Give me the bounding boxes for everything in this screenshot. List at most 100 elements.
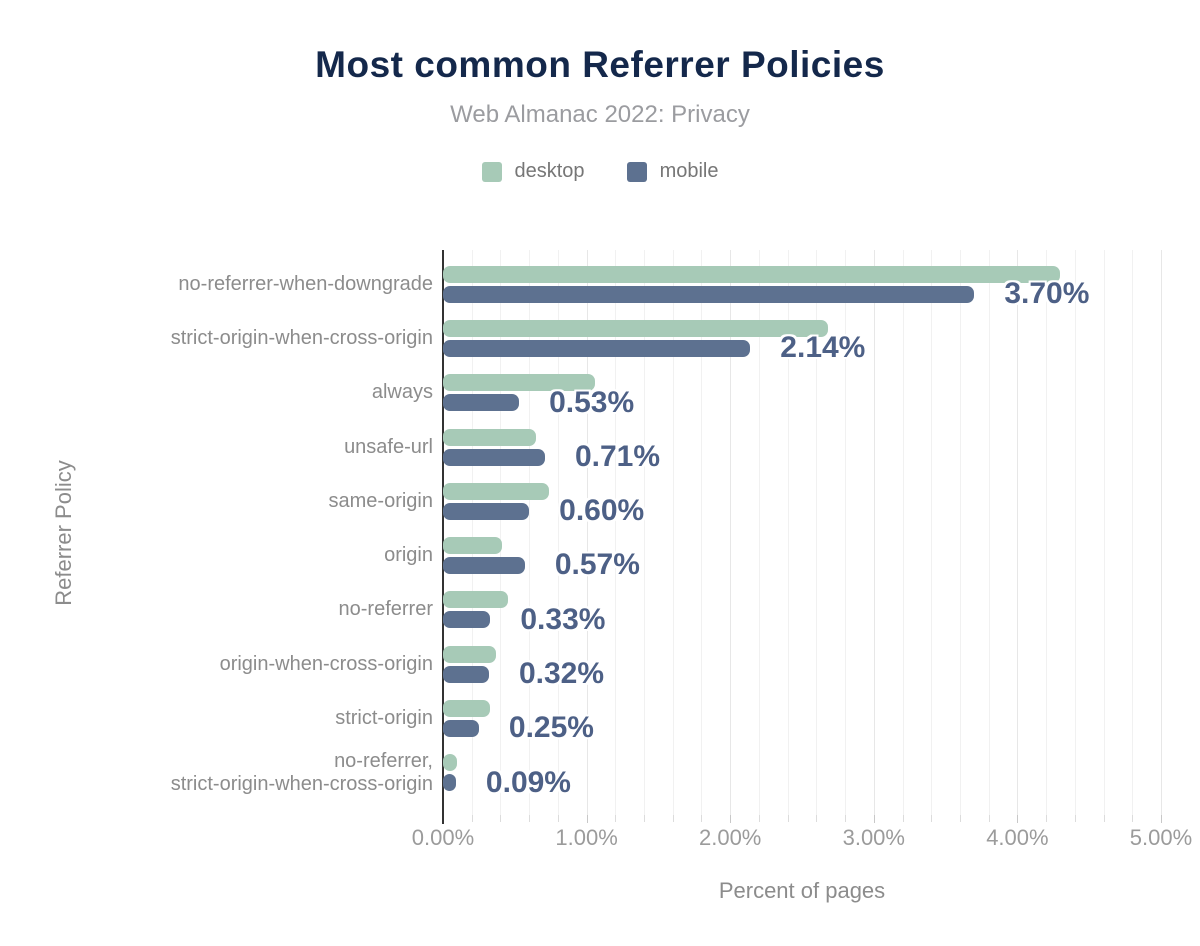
- bar-row: 3.70%: [443, 257, 1161, 311]
- x-tick: [1161, 815, 1162, 823]
- bar-rows: 3.70% 2.14% 0.53% 0.71% 0.60% 0.57% 0.33% 0.32%…: [443, 250, 1161, 815]
- x-tick: [988, 815, 990, 822]
- bar-row: 0.60%: [443, 474, 1161, 528]
- x-tick: [1074, 815, 1076, 822]
- gridline: [816, 250, 818, 815]
- gridline: [672, 250, 674, 815]
- desktop-bar[interactable]: [443, 754, 458, 772]
- mobile-bar[interactable]: [443, 774, 456, 792]
- bar-row: 0.32%: [443, 637, 1161, 691]
- bar-row: 0.57%: [443, 528, 1161, 582]
- category-label: strict-origin-when-cross-origin: [170, 326, 433, 349]
- category-label: no-referrer, strict-origin-when-cross-or…: [170, 749, 433, 795]
- x-tick: [586, 815, 588, 823]
- x-tick: [730, 815, 732, 823]
- value-label: 0.57%: [554, 548, 640, 582]
- legend-label-desktop: desktop: [514, 160, 585, 182]
- bar-row: 0.09%: [443, 746, 1161, 800]
- gridline: [787, 250, 789, 815]
- x-tick: [557, 815, 559, 822]
- bar-row: 0.33%: [443, 583, 1161, 637]
- gridline: [845, 250, 847, 815]
- gridline: [1046, 250, 1048, 815]
- x-tick: [1017, 815, 1019, 823]
- desktop-bar[interactable]: [443, 265, 1061, 283]
- x-tick: [1132, 815, 1134, 822]
- mobile-bar[interactable]: [443, 394, 520, 412]
- desktop-bar[interactable]: [443, 319, 828, 337]
- x-tick: [500, 815, 502, 822]
- x-tick-label: 4.00%: [986, 825, 1049, 850]
- value-label: 0.09%: [485, 765, 571, 799]
- desktop-bar[interactable]: [443, 482, 550, 500]
- gridline: [701, 250, 703, 815]
- desktop-bar[interactable]: [443, 591, 508, 609]
- desktop-bar[interactable]: [443, 700, 491, 718]
- x-tick: [529, 815, 531, 822]
- gridline: [644, 250, 646, 815]
- legend: desktop mobile: [0, 160, 1200, 183]
- x-tick-label: 5.00%: [1129, 825, 1193, 850]
- x-tick: [1103, 815, 1105, 822]
- value-label: 0.32%: [518, 657, 605, 691]
- desktop-swatch-icon: [481, 161, 502, 182]
- gridline: [758, 250, 760, 815]
- mobile-swatch-icon: [626, 161, 647, 182]
- mobile-bar[interactable]: [443, 448, 545, 466]
- category-labels: no-referrer-when-downgrade strict-origin-…: [0, 250, 433, 800]
- gridline: [988, 250, 990, 815]
- x-tick: [442, 815, 444, 824]
- category-label: unsafe-url: [344, 435, 433, 458]
- desktop-bar[interactable]: [443, 645, 497, 663]
- chart-subtitle: Web Almanac 2022: Privacy: [450, 101, 750, 128]
- gridline: [902, 250, 904, 815]
- category-label: no-referrer: [338, 598, 433, 621]
- bar-row: 0.71%: [443, 420, 1161, 474]
- desktop-bar[interactable]: [443, 374, 596, 392]
- x-tick-label: 3.00%: [842, 825, 905, 850]
- gridline: [529, 250, 531, 815]
- gridline: [931, 250, 933, 815]
- x-tick: [701, 815, 703, 822]
- y-axis-line: [442, 250, 444, 823]
- legend-item-desktop[interactable]: desktop: [481, 160, 585, 183]
- gridline: [873, 250, 875, 815]
- x-tick: [471, 815, 473, 822]
- mobile-bar[interactable]: [443, 720, 479, 738]
- mobile-bar[interactable]: [443, 557, 525, 575]
- mobile-bar[interactable]: [443, 285, 975, 303]
- gridline: [730, 250, 732, 815]
- gridline: [1132, 250, 1134, 815]
- plot-area: 3.70% 2.14% 0.53% 0.71% 0.60% 0.57% 0.33% 0.32%…: [442, 250, 1162, 823]
- value-label: 0.25%: [508, 711, 594, 745]
- x-tick: [644, 815, 646, 822]
- chart-title: Most common Referrer Policies: [315, 44, 885, 85]
- x-tick: [931, 815, 933, 822]
- legend-item-mobile[interactable]: mobile: [626, 160, 719, 183]
- mobile-bar[interactable]: [443, 339, 751, 357]
- legend-label-mobile: mobile: [659, 160, 719, 182]
- category-label: always: [371, 381, 433, 404]
- gridline: [557, 250, 559, 815]
- x-tick: [1046, 815, 1048, 822]
- category-label: origin-when-cross-origin: [219, 652, 433, 675]
- gridline: [959, 250, 961, 815]
- value-label: 2.14%: [780, 331, 866, 365]
- x-tick: [845, 815, 847, 822]
- mobile-bar[interactable]: [443, 502, 530, 520]
- value-label: 0.53%: [549, 385, 635, 419]
- x-tick: [902, 815, 904, 822]
- mobile-bar[interactable]: [443, 665, 489, 683]
- desktop-bar[interactable]: [443, 428, 537, 446]
- bar-row: 0.25%: [443, 691, 1161, 745]
- x-tick: [873, 815, 875, 823]
- x-tick: [672, 815, 674, 822]
- gridline: [1017, 250, 1019, 815]
- mobile-bar[interactable]: [443, 611, 491, 629]
- x-tick-label: 2.00%: [698, 825, 762, 850]
- x-tick: [787, 815, 789, 822]
- category-label: origin: [384, 544, 433, 567]
- gridline: [500, 250, 502, 815]
- desktop-bar[interactable]: [443, 537, 502, 555]
